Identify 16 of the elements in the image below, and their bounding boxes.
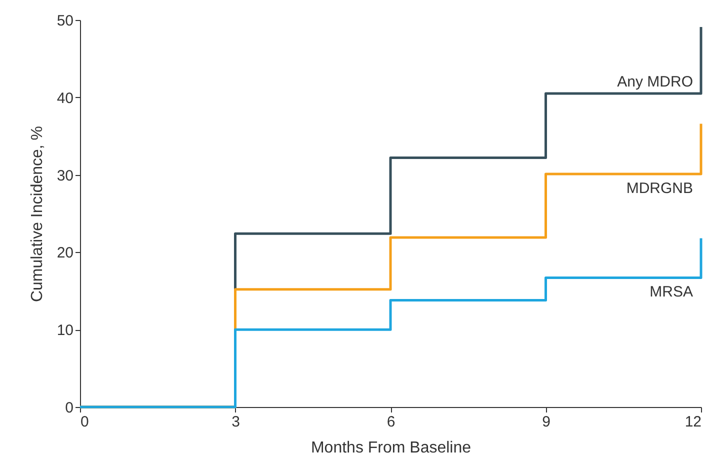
x-tick-label: 6 (386, 414, 396, 430)
series-label: MRSA (650, 284, 693, 301)
series-label: Any MDRO (617, 74, 693, 91)
y-tick-label: 50 (56, 12, 74, 30)
y-tick-label: 0 (65, 400, 74, 416)
y-tick-label: 30 (56, 167, 74, 184)
x-tick-label: 0 (80, 414, 89, 430)
x-tick-label: 12 (684, 414, 702, 430)
series-label: MDRGNB (626, 180, 693, 198)
x-axis-title: Months From Baseline (310, 440, 472, 456)
y-tick-label: 40 (56, 90, 74, 107)
x-tick-label: 3 (232, 414, 240, 430)
x-tick-label: 9 (542, 414, 550, 430)
y-tick-label: 20 (56, 244, 74, 262)
y-axis-title: Cumulative Incidence, % (28, 126, 46, 302)
y-tick-label: 10 (56, 322, 74, 340)
